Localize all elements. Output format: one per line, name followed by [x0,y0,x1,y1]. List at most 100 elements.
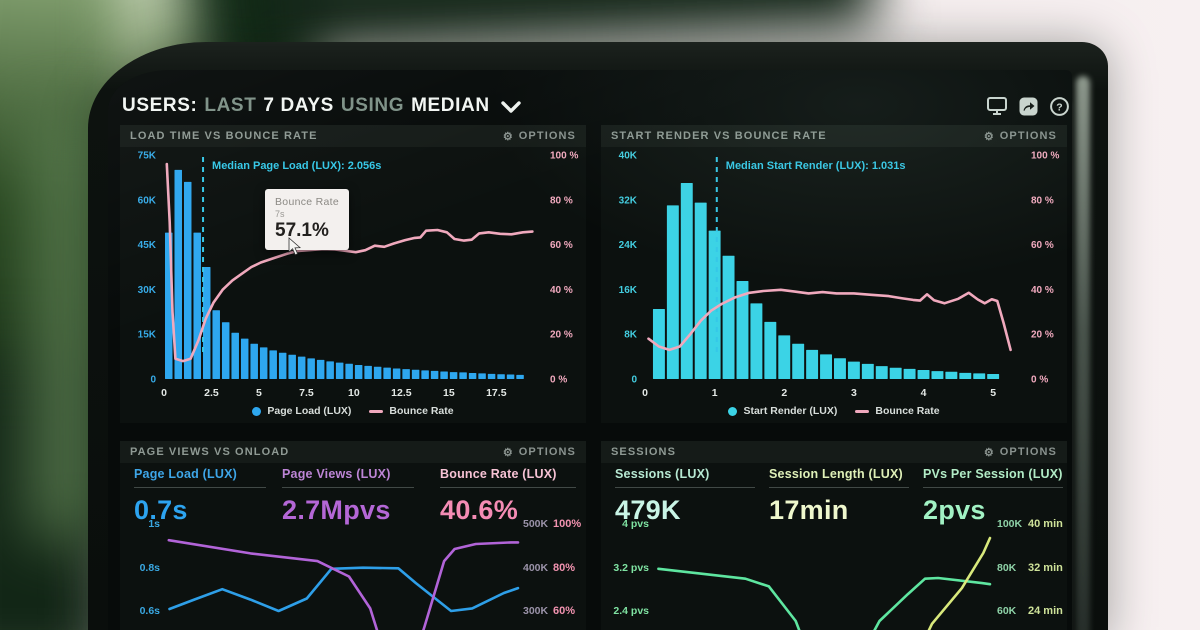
gear-icon: ⚙ [983,446,995,459]
timeframe-selector[interactable]: USERS: LAST 7 DAYS USING MEDIAN [122,95,521,117]
metric-divider [440,487,576,488]
svg-text:400K: 400K [523,562,549,574]
svg-text:100 %: 100 % [550,151,578,162]
panel-title: PAGE VIEWS VS ONLOAD [130,446,290,458]
laptop: USERS: LAST 7 DAYS USING MEDIAN [88,42,1108,630]
metric-value: 0.7s [134,495,188,525]
svg-text:10: 10 [348,387,360,399]
legend-dot [252,406,262,416]
options-button[interactable]: ⚙ OPTIONS [502,446,576,459]
gear-icon: ⚙ [983,130,995,143]
help-icon[interactable]: ? [1048,96,1070,116]
svg-text:60K: 60K [997,605,1017,617]
bezel-reflection [1076,76,1090,630]
svg-text:30K: 30K [138,285,157,296]
metric-value: 479K [615,495,681,525]
display-icon[interactable] [986,96,1008,116]
panel-header: SESSIONS ⚙ OPTIONS [601,441,1067,463]
page-views-mini-chart[interactable]: 1s 0.8s 0.6s 500K 100% 400K 80% 300K 60% [120,517,586,630]
svg-text:100 %: 100 % [1031,151,1059,162]
svg-text:1s: 1s [148,518,160,530]
options-button[interactable]: ⚙ OPTIONS [983,446,1057,459]
svg-text:100%: 100% [553,518,581,530]
metric-label: Bounce Rate (LUX) [440,467,557,481]
svg-text:12.5: 12.5 [391,387,412,399]
svg-text:15K: 15K [138,330,157,341]
options-button[interactable]: ⚙ OPTIONS [502,130,576,143]
svg-text:40 %: 40 % [1031,285,1054,296]
svg-text:300K: 300K [523,605,549,617]
tooltip-x-value: 7s [275,209,285,219]
svg-text:40 %: 40 % [550,285,573,296]
tooltip-series: Bounce Rate [275,196,340,208]
metric-label: Page Views (LUX) [282,467,391,481]
sessions-mini-chart[interactable]: 4 pvs 3.2 pvs 2.4 pvs 100K 40 min 80K 32 min 60… [601,517,1067,630]
svg-text:2.4 pvs: 2.4 pvs [613,605,649,617]
svg-text:3: 3 [851,387,857,399]
legend-page-load[interactable]: Page Load (LUX) [252,405,351,417]
svg-text:100K: 100K [997,518,1023,530]
panel-title: START RENDER VS BOUNCE RATE [611,130,827,142]
chart-legend: Start Render (LUX) Bounce Rate [601,405,1067,417]
metric-divider [769,487,909,488]
panel-header: LOAD TIME VS BOUNCE RATE ⚙ OPTIONS [120,125,586,147]
metric-value: 2pvs [923,495,986,525]
share-icon[interactable] [1017,96,1039,116]
metric-value: 2.7Mpvs [282,495,391,525]
dashboard-header: USERS: LAST 7 DAYS USING MEDIAN [122,90,1070,122]
tooltip-value: 57.1% [275,220,329,241]
svg-text:0.6s: 0.6s [140,605,161,617]
title-using: USING [340,95,405,116]
load-time-histogram-chart[interactable]: 75K 60K 45K 30K 15K 0 100 % 80 % 60 % 40 % 20 % 0 %… [120,149,586,405]
panel-header: PAGE VIEWS VS ONLOAD ⚙ OPTIONS [120,441,586,463]
svg-text:32K: 32K [619,195,638,206]
legend-start-render[interactable]: Start Render (LUX) [728,405,837,417]
svg-text:500K: 500K [523,518,549,530]
panel-sessions: SESSIONS ⚙ OPTIONS Sessions (LUX) 479K S… [601,441,1067,630]
start-render-histogram-chart[interactable]: 40K 32K 24K 16K 8K 0 100 % 80 % 60 % 40 % 20 % 0 % 0… [601,149,1067,405]
svg-text:60K: 60K [138,195,157,206]
panel-header: START RENDER VS BOUNCE RATE ⚙ OPTIONS [601,125,1067,147]
svg-text:24 min: 24 min [1028,605,1063,617]
svg-text:5: 5 [990,387,996,399]
title-7days: 7 DAYS [263,95,334,116]
metric-label: Session Length (LUX) [769,467,903,481]
svg-text:80K: 80K [997,562,1017,574]
svg-text:60 %: 60 % [1031,240,1054,251]
legend-bounce-rate[interactable]: Bounce Rate [855,405,940,417]
svg-text:7.5: 7.5 [299,387,314,399]
panel-start-render-vs-bounce-rate: START RENDER VS BOUNCE RATE ⚙ OPTIONS 40… [601,125,1067,423]
metric-value: 17min [769,495,849,525]
svg-text:75K: 75K [138,151,157,162]
metric-bounce-rate: Bounce Rate (LUX) 40.6% [440,467,576,526]
gear-icon: ⚙ [502,446,514,459]
svg-text:0: 0 [642,387,648,399]
svg-text:8K: 8K [624,330,638,341]
metric-divider [923,487,1063,488]
metric-label: PVs Per Session (LUX) [923,467,1063,481]
options-button[interactable]: ⚙ OPTIONS [983,130,1057,143]
svg-text:20 %: 20 % [550,330,573,341]
chart-legend: Page Load (LUX) Bounce Rate [120,405,586,417]
metric-divider [282,487,414,488]
title-median: MEDIAN [411,95,490,116]
svg-text:45K: 45K [138,240,157,251]
svg-text:24K: 24K [619,240,638,251]
legend-bounce-rate[interactable]: Bounce Rate [369,405,454,417]
svg-text:60 %: 60 % [550,240,573,251]
metric-divider [615,487,755,488]
svg-text:0 %: 0 % [550,375,567,386]
metric-pvs-per-session: PVs Per Session (LUX) 2pvs [923,467,1063,526]
metric-value: 40.6% [440,495,519,525]
header-icons: ? [986,96,1070,116]
metric-page-load: Page Load (LUX) 0.7s [134,467,266,526]
legend-dot [728,406,738,416]
svg-text:80%: 80% [553,562,575,574]
svg-text:4: 4 [921,387,927,399]
svg-text:5: 5 [256,387,262,399]
svg-text:3.2 pvs: 3.2 pvs [613,562,649,574]
gear-icon: ⚙ [502,130,514,143]
svg-text:0.8s: 0.8s [140,562,161,574]
panel-page-views-vs-onload: PAGE VIEWS VS ONLOAD ⚙ OPTIONS Page Load… [120,441,586,630]
